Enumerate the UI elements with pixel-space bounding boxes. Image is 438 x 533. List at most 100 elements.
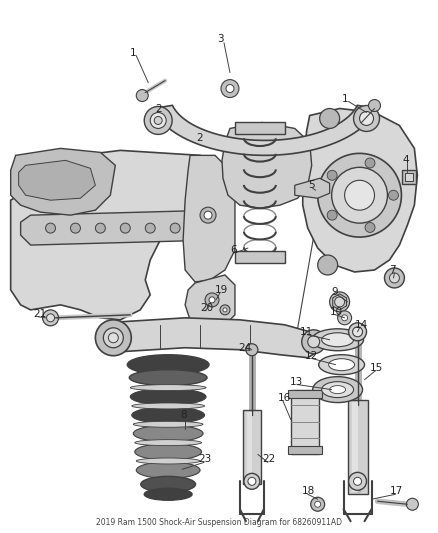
Circle shape — [308, 336, 320, 348]
Circle shape — [360, 111, 374, 125]
Ellipse shape — [144, 488, 192, 500]
Polygon shape — [295, 178, 330, 198]
Text: 1: 1 — [342, 93, 348, 103]
Text: 3: 3 — [217, 34, 224, 44]
Text: 2: 2 — [155, 103, 162, 114]
Circle shape — [353, 327, 363, 337]
Text: 10: 10 — [330, 307, 343, 317]
Polygon shape — [21, 210, 225, 245]
Ellipse shape — [135, 443, 201, 460]
Circle shape — [368, 100, 381, 111]
Circle shape — [314, 501, 321, 507]
Ellipse shape — [313, 377, 363, 402]
Circle shape — [389, 190, 399, 200]
Circle shape — [95, 320, 131, 356]
Text: 20: 20 — [200, 303, 213, 313]
Bar — [235, 123, 285, 134]
Circle shape — [205, 293, 219, 307]
Circle shape — [204, 211, 212, 219]
Circle shape — [342, 315, 348, 321]
Text: 14: 14 — [355, 320, 368, 330]
Circle shape — [223, 308, 227, 312]
Circle shape — [327, 171, 337, 180]
Ellipse shape — [133, 425, 203, 442]
Text: 9: 9 — [332, 287, 338, 297]
Circle shape — [349, 472, 367, 490]
Ellipse shape — [141, 477, 196, 492]
Text: 21: 21 — [34, 309, 47, 319]
Ellipse shape — [130, 389, 206, 405]
Circle shape — [154, 117, 162, 124]
Polygon shape — [11, 150, 230, 320]
Ellipse shape — [319, 355, 364, 375]
Circle shape — [318, 154, 401, 237]
Bar — [403, 171, 417, 184]
Ellipse shape — [132, 407, 205, 423]
Ellipse shape — [135, 440, 201, 446]
Circle shape — [209, 297, 215, 303]
Circle shape — [200, 207, 216, 223]
Circle shape — [353, 478, 361, 486]
Circle shape — [46, 223, 56, 233]
Circle shape — [244, 473, 260, 489]
Text: 22: 22 — [262, 455, 275, 464]
Ellipse shape — [321, 333, 353, 347]
Circle shape — [120, 223, 130, 233]
Circle shape — [145, 223, 155, 233]
Polygon shape — [100, 318, 321, 358]
Circle shape — [103, 328, 124, 348]
Circle shape — [226, 85, 234, 93]
Circle shape — [71, 223, 81, 233]
Text: 2019 Ram 1500 Shock-Air Suspension Diagram for 68260911AD: 2019 Ram 1500 Shock-Air Suspension Diagr… — [96, 518, 342, 527]
Circle shape — [248, 478, 256, 486]
Ellipse shape — [330, 385, 346, 393]
Text: 19: 19 — [215, 285, 228, 295]
Polygon shape — [185, 275, 235, 328]
Circle shape — [335, 297, 345, 307]
Text: 16: 16 — [278, 393, 291, 402]
Ellipse shape — [312, 329, 364, 351]
Circle shape — [170, 223, 180, 233]
Text: 7: 7 — [389, 265, 396, 275]
Circle shape — [338, 311, 352, 325]
Polygon shape — [333, 294, 346, 310]
Bar — [235, 251, 285, 263]
Ellipse shape — [130, 385, 206, 391]
Circle shape — [46, 314, 54, 322]
Circle shape — [385, 268, 404, 288]
Text: 8: 8 — [180, 409, 187, 419]
Bar — [291, 390, 319, 455]
Bar — [247, 411, 252, 482]
Ellipse shape — [328, 359, 355, 370]
Bar — [406, 173, 413, 181]
Circle shape — [332, 167, 388, 223]
Circle shape — [246, 344, 258, 356]
Text: 18: 18 — [302, 486, 315, 496]
Polygon shape — [153, 106, 377, 155]
Text: 24: 24 — [238, 343, 251, 353]
Polygon shape — [222, 123, 312, 208]
Bar — [288, 390, 321, 398]
Circle shape — [311, 497, 325, 511]
Ellipse shape — [133, 421, 203, 427]
Polygon shape — [183, 155, 235, 282]
Circle shape — [108, 333, 118, 343]
Circle shape — [353, 106, 379, 132]
Circle shape — [320, 109, 339, 128]
Text: 5: 5 — [308, 180, 314, 190]
Circle shape — [302, 330, 326, 354]
Circle shape — [42, 310, 59, 326]
Ellipse shape — [136, 462, 200, 479]
Bar — [243, 409, 261, 484]
Ellipse shape — [127, 355, 209, 375]
Text: 4: 4 — [403, 155, 409, 165]
Bar — [288, 447, 321, 455]
Text: 13: 13 — [290, 377, 303, 386]
Text: 6: 6 — [230, 245, 237, 255]
Circle shape — [150, 112, 166, 128]
Polygon shape — [303, 109, 417, 272]
Circle shape — [144, 107, 172, 134]
Text: 17: 17 — [389, 486, 403, 496]
Polygon shape — [11, 148, 115, 215]
Text: 23: 23 — [198, 455, 211, 464]
